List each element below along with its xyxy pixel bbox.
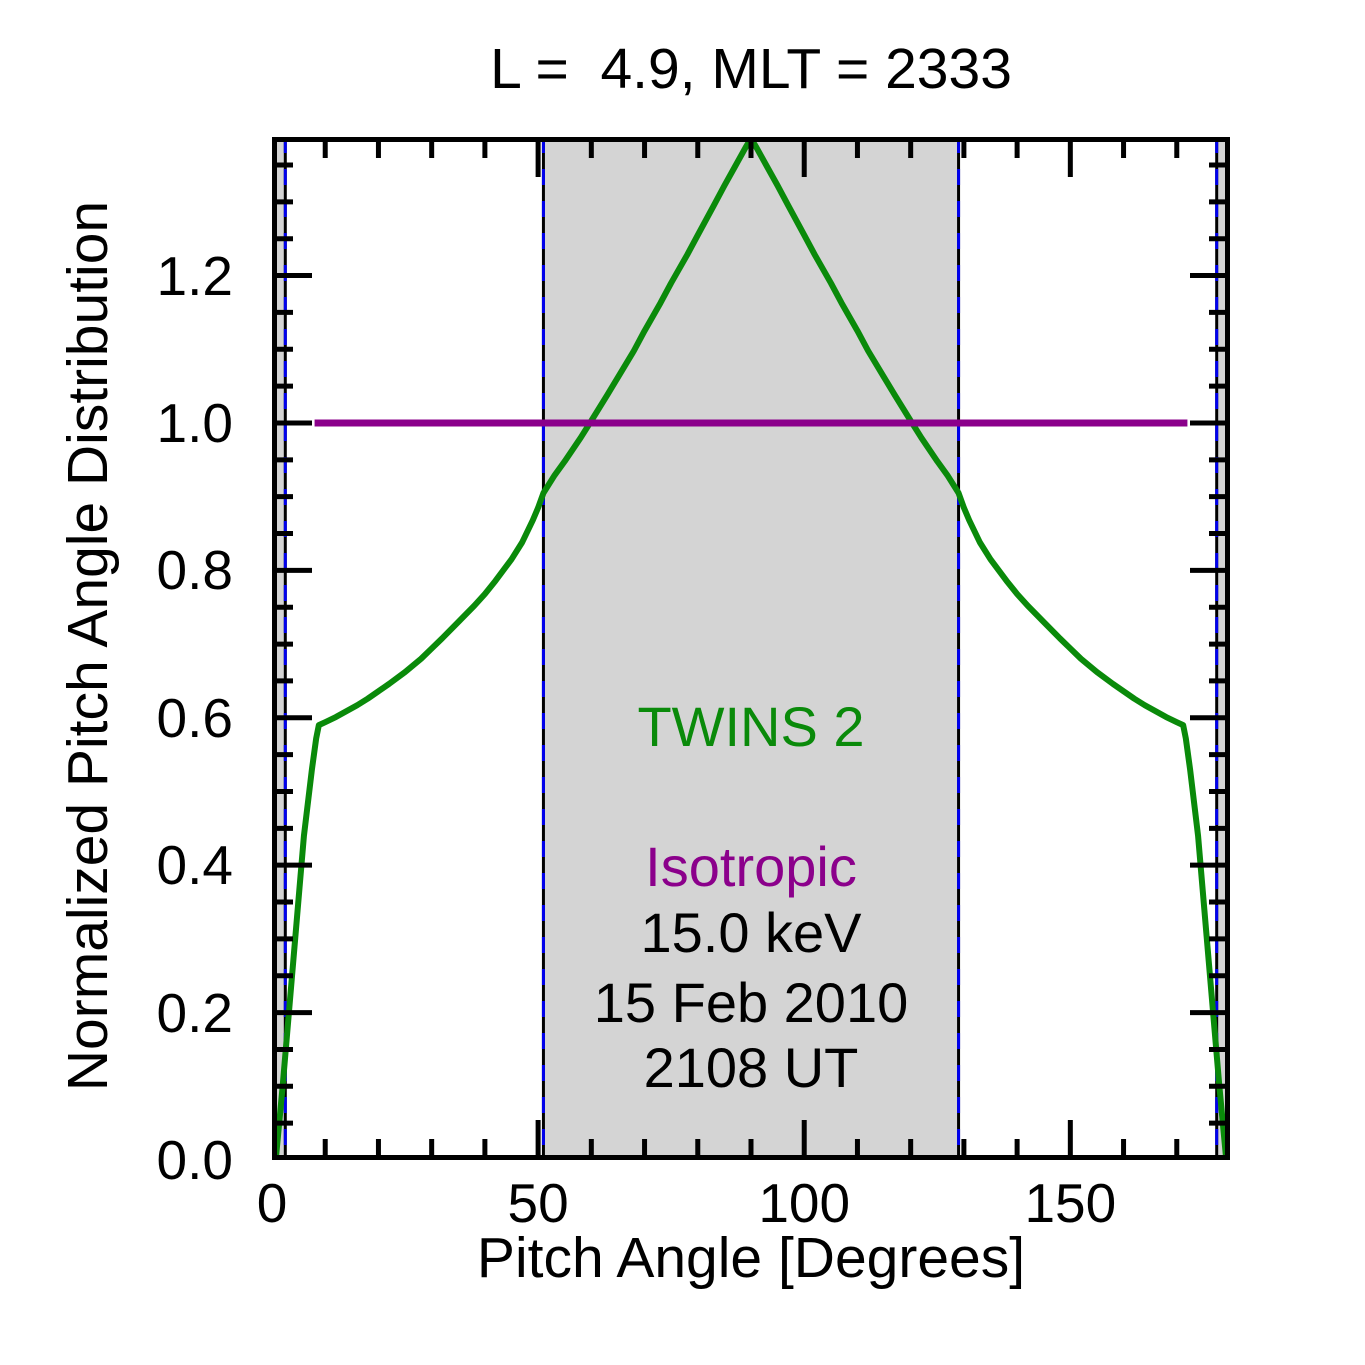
annotation-isotropic: Isotropic — [645, 834, 857, 898]
annotation-15-feb-2010: 15 Feb 2010 — [593, 971, 909, 1034]
x-tick-label: 50 — [507, 1172, 569, 1234]
y-tick-label: 1.0 — [156, 391, 233, 454]
annotation-2108-ut: 2108 UT — [643, 1035, 859, 1099]
y-tick-label: 0.0 — [156, 1129, 233, 1191]
annotation-twins-2: TWINS 2 — [637, 695, 865, 759]
y-axis-label: Normalized Pitch Angle Distribution — [56, 200, 120, 1092]
y-tick-label: 0.6 — [156, 686, 233, 749]
plot-area — [272, 137, 1230, 1160]
x-tick-label: 0 — [256, 1172, 288, 1234]
y-tick-label: 0.4 — [156, 834, 233, 897]
chart-title: L = 4.9, MLT = 2333 — [490, 37, 1012, 101]
x-tick-label: 150 — [1024, 1172, 1117, 1234]
y-tick-label: 0.8 — [156, 539, 233, 602]
annotation-15-0-kev: 15.0 keV — [640, 900, 862, 964]
shaded-band — [543, 137, 959, 1160]
y-tick-label: 0.2 — [156, 981, 233, 1044]
y-tick-label: 1.2 — [156, 244, 233, 307]
x-tick-label: 100 — [758, 1172, 851, 1234]
plot-border — [272, 137, 1230, 1160]
x-axis-label: Pitch Angle [Degrees] — [476, 1226, 1026, 1290]
